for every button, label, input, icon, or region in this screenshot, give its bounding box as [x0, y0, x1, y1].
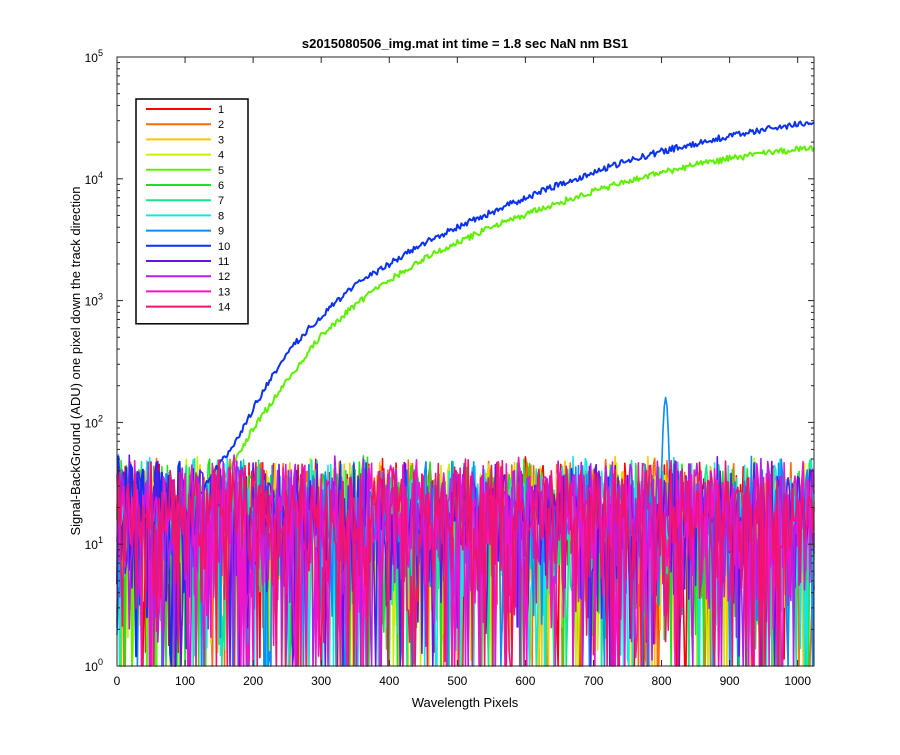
- x-tick-label: 1000: [784, 674, 811, 688]
- x-axis-label: Wavelength Pixels: [412, 695, 519, 710]
- legend-box: [135, 98, 249, 325]
- y-tick-label: 103: [85, 292, 103, 309]
- legend-label-4: 4: [218, 150, 224, 162]
- legend-label-12: 12: [218, 271, 230, 283]
- legend-label-2: 2: [218, 119, 224, 131]
- y-axis-label: Signal-BackGround (ADU) one pixel down t…: [68, 186, 83, 535]
- series-line-10: [116, 120, 815, 667]
- x-tick-label: 100: [175, 674, 195, 688]
- series-line-14: [116, 458, 815, 667]
- x-tick-label: 200: [243, 674, 263, 688]
- plot-frame: [116, 56, 815, 667]
- legend-label-3: 3: [218, 134, 224, 146]
- series-layer: [116, 120, 815, 667]
- y-tick-label: 105: [85, 48, 103, 65]
- x-tick-label: 700: [583, 674, 603, 688]
- x-tick-label: 500: [447, 674, 467, 688]
- ticks-layer: 0 100 200 300 400 500 600 700 800 900 100010010110…: [85, 48, 814, 688]
- x-tick-label: 300: [311, 674, 331, 688]
- x-tick-label: 900: [720, 674, 740, 688]
- y-tick-label: 102: [85, 413, 103, 430]
- legend-label-1: 1: [218, 104, 224, 116]
- legend-label-10: 10: [218, 241, 230, 253]
- y-tick-label: 101: [85, 535, 103, 552]
- legend-label-7: 7: [218, 195, 224, 207]
- x-tick-label: 800: [652, 674, 672, 688]
- chart-title: s2015080506_img.mat int time = 1.8 sec N…: [302, 36, 628, 51]
- x-tick-label: 400: [379, 674, 399, 688]
- legend-label-8: 8: [218, 210, 224, 222]
- y-tick-label: 104: [85, 170, 103, 187]
- x-tick-label: 0: [114, 674, 121, 688]
- y-tick-label: 100: [85, 657, 103, 674]
- legend-label-9: 9: [218, 226, 224, 238]
- legend-label-5: 5: [218, 165, 224, 177]
- legend-label-6: 6: [218, 180, 224, 192]
- legend-label-14: 14: [218, 302, 230, 314]
- legend-label-13: 13: [218, 286, 230, 298]
- x-tick-label: 600: [515, 674, 535, 688]
- legend-label-11: 11: [218, 256, 229, 268]
